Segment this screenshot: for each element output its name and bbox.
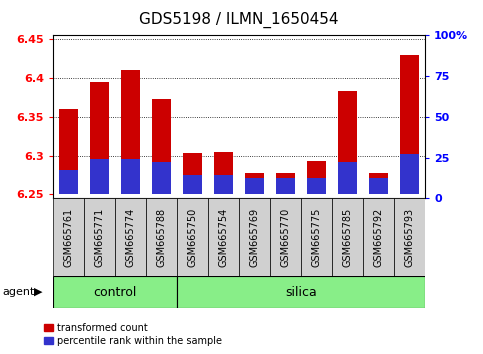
Text: GSM665775: GSM665775 xyxy=(312,207,322,267)
Text: GSM665769: GSM665769 xyxy=(250,207,259,267)
Bar xyxy=(214,152,233,194)
Bar xyxy=(214,175,233,194)
Text: GSM665788: GSM665788 xyxy=(156,207,167,267)
Bar xyxy=(245,178,264,194)
Bar xyxy=(184,175,202,194)
Text: GSM665792: GSM665792 xyxy=(373,207,384,267)
FancyBboxPatch shape xyxy=(177,276,425,308)
Bar xyxy=(59,109,78,194)
Bar xyxy=(121,70,140,194)
Bar xyxy=(59,170,78,194)
FancyBboxPatch shape xyxy=(115,198,146,276)
Bar xyxy=(400,55,419,194)
Bar xyxy=(90,82,109,194)
FancyBboxPatch shape xyxy=(208,198,239,276)
Text: silica: silica xyxy=(285,286,317,298)
Text: GSM665770: GSM665770 xyxy=(281,207,291,267)
Bar xyxy=(121,159,140,194)
Bar xyxy=(369,173,388,194)
Text: GDS5198 / ILMN_1650454: GDS5198 / ILMN_1650454 xyxy=(139,12,339,28)
FancyBboxPatch shape xyxy=(270,198,301,276)
Text: ▶: ▶ xyxy=(34,287,43,297)
Text: GSM665761: GSM665761 xyxy=(64,207,73,267)
Bar xyxy=(338,91,357,194)
FancyBboxPatch shape xyxy=(84,198,115,276)
Bar xyxy=(400,154,419,194)
Bar xyxy=(307,161,326,194)
FancyBboxPatch shape xyxy=(239,198,270,276)
Text: GSM665754: GSM665754 xyxy=(219,207,228,267)
FancyBboxPatch shape xyxy=(177,198,208,276)
Bar xyxy=(245,173,264,194)
Text: GSM665750: GSM665750 xyxy=(187,207,198,267)
Text: control: control xyxy=(93,286,137,298)
Bar xyxy=(152,99,171,194)
FancyBboxPatch shape xyxy=(53,276,177,308)
FancyBboxPatch shape xyxy=(146,198,177,276)
FancyBboxPatch shape xyxy=(301,198,332,276)
Bar xyxy=(369,178,388,194)
Text: agent: agent xyxy=(2,287,35,297)
Text: GSM665785: GSM665785 xyxy=(342,207,353,267)
Text: GSM665774: GSM665774 xyxy=(126,207,136,267)
Bar xyxy=(276,178,295,194)
Legend: transformed count, percentile rank within the sample: transformed count, percentile rank withi… xyxy=(43,323,222,346)
FancyBboxPatch shape xyxy=(363,198,394,276)
Bar xyxy=(307,178,326,194)
Bar xyxy=(184,153,202,194)
Bar xyxy=(152,162,171,194)
Text: GSM665793: GSM665793 xyxy=(405,207,414,267)
Bar xyxy=(276,173,295,194)
FancyBboxPatch shape xyxy=(332,198,363,276)
FancyBboxPatch shape xyxy=(53,198,84,276)
Text: GSM665771: GSM665771 xyxy=(95,207,105,267)
Bar xyxy=(90,159,109,194)
FancyBboxPatch shape xyxy=(394,198,425,276)
Bar xyxy=(338,162,357,194)
